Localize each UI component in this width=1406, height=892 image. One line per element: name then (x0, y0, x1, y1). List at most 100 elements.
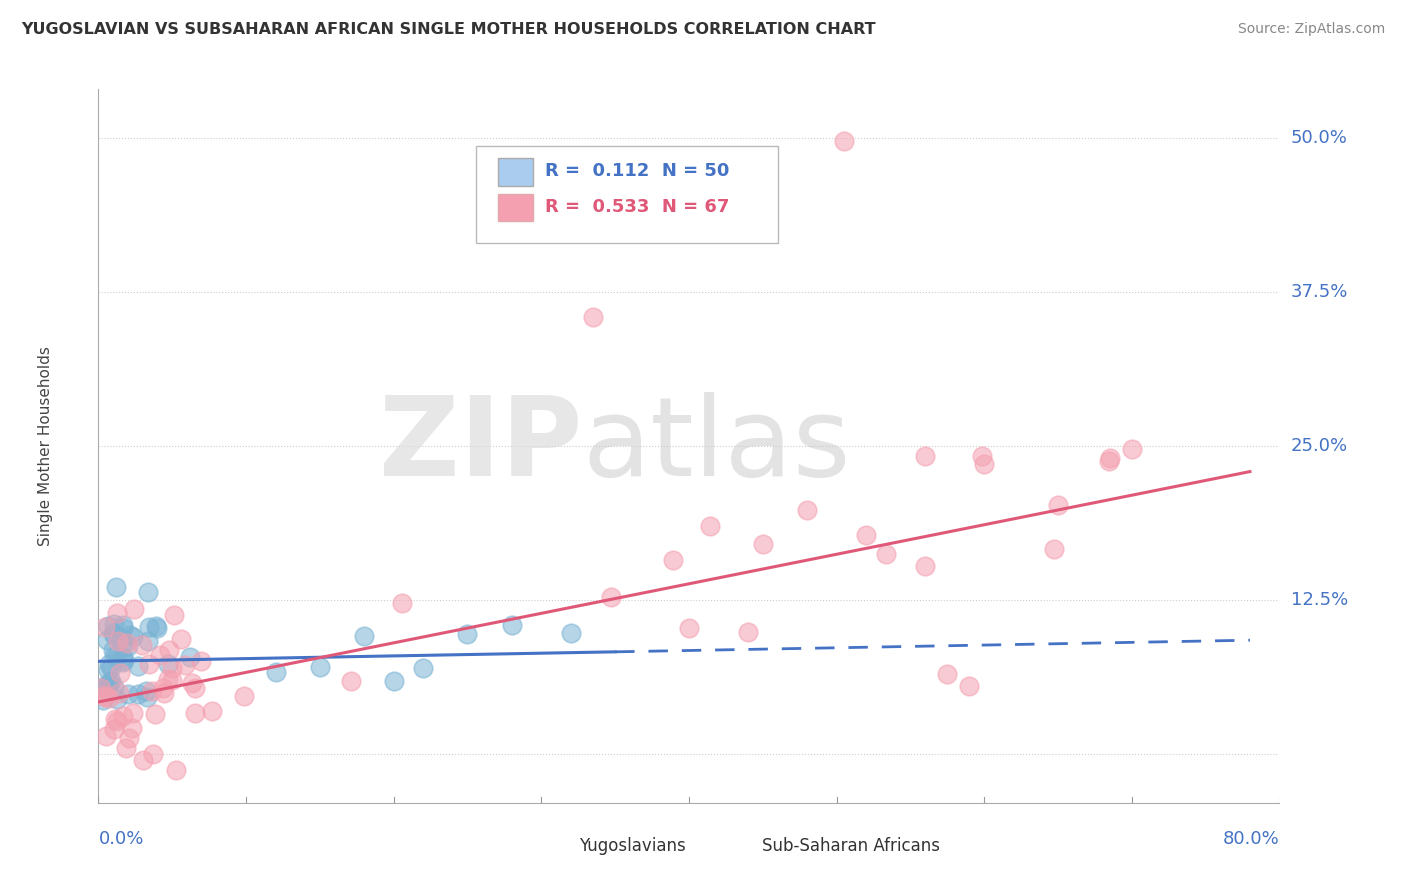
Point (104, 712, 127, 726)
Point (117, 687, 139, 701)
Point (105, 714, 128, 728)
Text: 50.0%: 50.0% (1291, 129, 1347, 147)
Point (97, 690, 120, 705)
Text: Yugoslavians: Yugoslavians (579, 837, 686, 855)
Point (127, 659, 149, 673)
Point (103, 649, 125, 664)
Point (599, 590, 621, 604)
Point (582, 310, 605, 324)
Point (391, 596, 413, 610)
Point (160, 661, 183, 675)
Point (127, 686, 149, 700)
Point (959, 679, 981, 693)
Point (136, 584, 159, 599)
Point (132, 754, 155, 768)
Text: R =  0.533  N = 67: R = 0.533 N = 67 (546, 198, 730, 216)
Point (152, 681, 174, 695)
Point (146, 621, 169, 635)
Point (94, 620, 117, 634)
Point (131, 638, 153, 652)
Point (914, 559, 936, 574)
Point (138, 657, 160, 671)
Point (97, 619, 120, 633)
Point (101, 625, 124, 640)
FancyBboxPatch shape (730, 838, 756, 855)
Point (136, 690, 159, 705)
Point (107, 634, 129, 648)
Point (184, 706, 207, 720)
Point (98, 675, 121, 690)
Point (122, 706, 145, 720)
Point (309, 659, 332, 673)
Point (190, 654, 212, 668)
Point (100, 660, 122, 674)
Point (97, 663, 120, 677)
Point (145, 707, 167, 722)
Point (1043, 541, 1066, 556)
Point (855, 528, 877, 542)
Text: Single Mother Households: Single Mother Households (38, 346, 53, 546)
Point (118, 731, 141, 745)
Point (156, 657, 179, 671)
Point (160, 673, 183, 687)
Point (973, 457, 995, 471)
Point (103, 617, 125, 632)
Text: YUGOSLAVIAN VS SUBSAHARAN AFRICAN SINGLE MOTHER HOUSEHOLDS CORRELATION CHART: YUGOSLAVIAN VS SUBSAHARAN AFRICAN SINGLE… (21, 22, 876, 37)
Point (232, 690, 254, 704)
Point (97, 657, 120, 672)
Point (456, 626, 478, 640)
Point (122, 601, 145, 615)
Text: ZIP: ZIP (380, 392, 582, 500)
Point (382, 673, 405, 688)
Point (114, 741, 136, 756)
Point (1046, 499, 1069, 513)
Point (340, 674, 363, 689)
Point (96, 729, 118, 743)
Point (662, 553, 685, 567)
Point (678, 621, 700, 635)
Point (796, 503, 818, 517)
Point (170, 632, 193, 646)
Point (142, 747, 165, 761)
Point (153, 686, 176, 700)
Point (94, 690, 117, 704)
Point (914, 449, 936, 463)
Point (105, 692, 128, 706)
Point (264, 665, 287, 679)
Point (737, 625, 759, 640)
Point (751, 536, 773, 550)
Point (111, 618, 134, 632)
Point (110, 631, 132, 645)
Point (105, 580, 128, 594)
Point (165, 763, 187, 777)
Point (970, 449, 993, 463)
FancyBboxPatch shape (498, 159, 533, 186)
Point (162, 607, 184, 622)
Point (121, 721, 143, 735)
Text: 12.5%: 12.5% (1291, 591, 1348, 609)
Text: Sub-Saharan Africans: Sub-Saharan Africans (762, 837, 941, 855)
Point (353, 629, 375, 643)
Point (90, 681, 112, 695)
Point (832, 134, 855, 148)
FancyBboxPatch shape (498, 194, 533, 221)
Point (111, 649, 134, 664)
Point (96, 678, 118, 692)
Point (112, 655, 135, 669)
Point (94, 688, 117, 702)
Text: 25.0%: 25.0% (1291, 437, 1348, 455)
Point (112, 621, 135, 635)
Point (200, 704, 222, 718)
Point (135, 684, 157, 698)
Point (117, 636, 139, 650)
Point (179, 650, 201, 665)
Point (117, 639, 139, 653)
Point (101, 642, 124, 657)
Point (103, 722, 125, 736)
Point (1099, 450, 1122, 465)
Point (97, 677, 120, 691)
Point (100, 674, 122, 689)
Point (110, 665, 132, 680)
Point (107, 607, 129, 621)
Point (149, 648, 172, 663)
